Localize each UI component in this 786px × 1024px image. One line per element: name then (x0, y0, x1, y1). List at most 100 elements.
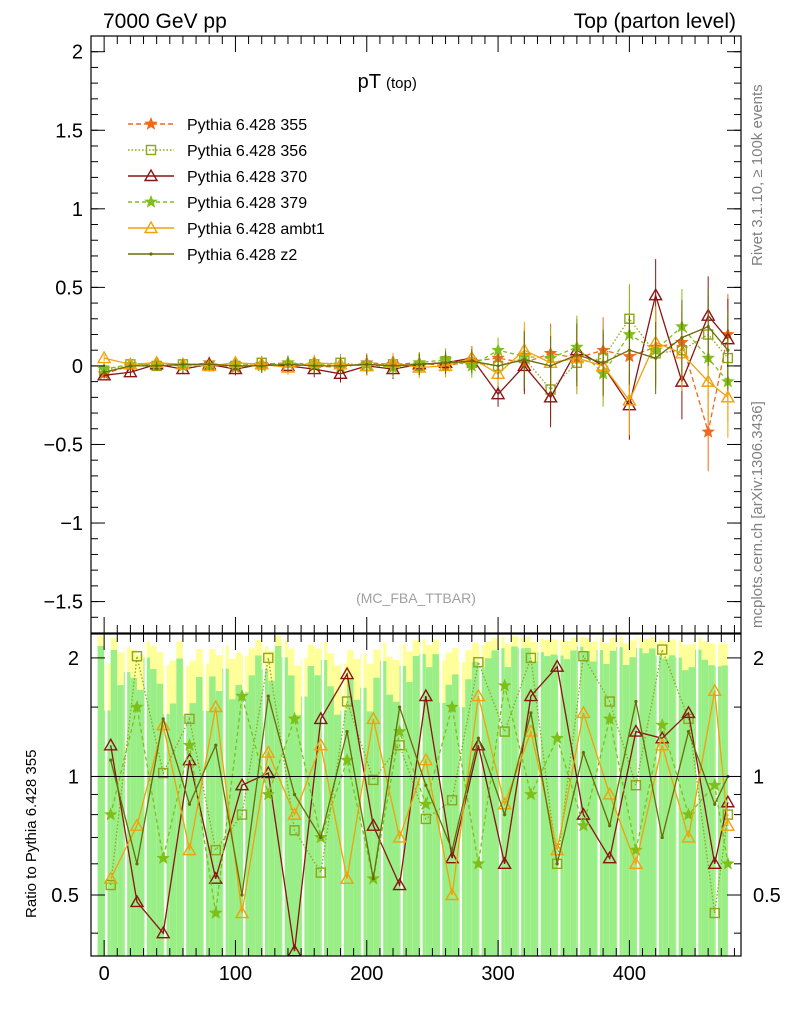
legend-label: Pythia 6.428 370 (187, 169, 307, 186)
legend-marker (143, 220, 159, 234)
ratio-point (634, 699, 638, 704)
ratio-y-label: Ratio to Pythia 6.428 355 (23, 750, 40, 918)
band-inner (504, 667, 512, 956)
ratio-point (655, 717, 669, 731)
data-point (312, 364, 316, 368)
data-point (726, 348, 730, 352)
y-tick-label: −0.5 (44, 434, 83, 456)
band-inner (97, 646, 105, 956)
ratio-point (444, 887, 460, 901)
legend-label: Pythia 6.428 z2 (187, 247, 297, 264)
band-gap (124, 635, 128, 956)
band-gap (577, 635, 581, 956)
band-gap (361, 635, 364, 956)
main-series-5 (102, 287, 730, 396)
ratio-point (446, 795, 458, 806)
ratio-point (524, 787, 538, 801)
x-tick-label: 200 (350, 963, 383, 985)
data-point (680, 336, 684, 340)
ratio-series-line (110, 690, 729, 914)
data-point (96, 367, 112, 381)
band-inner (550, 654, 558, 956)
ratio-point (235, 688, 249, 702)
data-point (207, 362, 211, 366)
band-inner (235, 684, 243, 956)
ratio-uncertainty-bands (97, 635, 728, 956)
x-tick-label: 300 (481, 963, 514, 985)
band-inner (524, 648, 531, 956)
data-point (491, 343, 505, 357)
ratio-point (366, 818, 381, 831)
main-series-2 (96, 259, 736, 440)
ratio-point (292, 792, 297, 797)
band-inner (327, 686, 334, 956)
ratio-point (263, 652, 274, 664)
ratio-point (444, 850, 460, 864)
chart-title-main: pT (358, 71, 381, 93)
band-inner (196, 676, 203, 956)
legend-entry: Pythia 6.428 355 (128, 116, 307, 134)
ratio-point (720, 794, 736, 808)
ratio-point (392, 830, 407, 843)
ratio-point (234, 777, 250, 791)
legend-marker (144, 194, 158, 208)
y-tick-label: 0.5 (55, 277, 83, 299)
ratio-point (156, 851, 170, 864)
main-series-group (96, 259, 736, 472)
ratio-point (473, 657, 484, 668)
ratio-point (182, 738, 197, 751)
band-gap (183, 635, 187, 956)
band-inner (471, 661, 479, 956)
ratio-point (720, 818, 736, 831)
ratio-y-tick-label-right: 2 (753, 648, 764, 670)
ratio-point (105, 879, 116, 891)
ratio-point (660, 835, 664, 840)
ratio-point (576, 818, 591, 832)
x-tick-label: 400 (613, 963, 646, 985)
ratio-point (499, 726, 510, 737)
ratio-point (681, 830, 696, 843)
data-point (260, 364, 264, 368)
band-inner (228, 699, 236, 956)
ratio-point (392, 724, 407, 738)
band-inner (209, 676, 216, 956)
band-inner (603, 664, 610, 956)
band-inner (386, 694, 394, 956)
chart-title: pT (358, 71, 381, 93)
band-inner (176, 658, 183, 956)
band-inner (314, 675, 321, 956)
ratio-point (397, 705, 402, 709)
ratio-point (576, 705, 591, 719)
ratio-point (266, 694, 270, 698)
band-inner (425, 667, 433, 956)
band-inner (268, 680, 275, 956)
x-axis: 0 100 200 300 400 (90, 36, 735, 985)
band-inner (668, 655, 676, 956)
ratio-y-tick-label: 0.5 (51, 885, 79, 907)
band-gap (282, 635, 285, 956)
data-point (700, 374, 716, 387)
ratio-point (471, 688, 486, 702)
ratio-point (366, 711, 381, 725)
data-point (496, 364, 500, 368)
data-point (102, 370, 106, 374)
ratio-point (156, 717, 171, 731)
band-inner (432, 654, 439, 956)
ratio-point (368, 774, 379, 786)
data-point (543, 389, 558, 403)
band-inner (589, 661, 597, 956)
y-tick-label: 0 (72, 356, 83, 378)
ratio-point (131, 651, 143, 662)
band-gap (243, 635, 246, 956)
band-inner (622, 665, 630, 956)
main-series-4 (96, 306, 736, 438)
band-inner (150, 669, 157, 956)
ratio-point (214, 743, 218, 747)
data-point (522, 358, 526, 362)
ratio-point (156, 925, 171, 939)
data-point (627, 348, 631, 352)
ratio-point (604, 696, 615, 707)
ratio-point (187, 802, 192, 806)
ratio-point (208, 699, 223, 713)
ratio-point (287, 807, 302, 820)
